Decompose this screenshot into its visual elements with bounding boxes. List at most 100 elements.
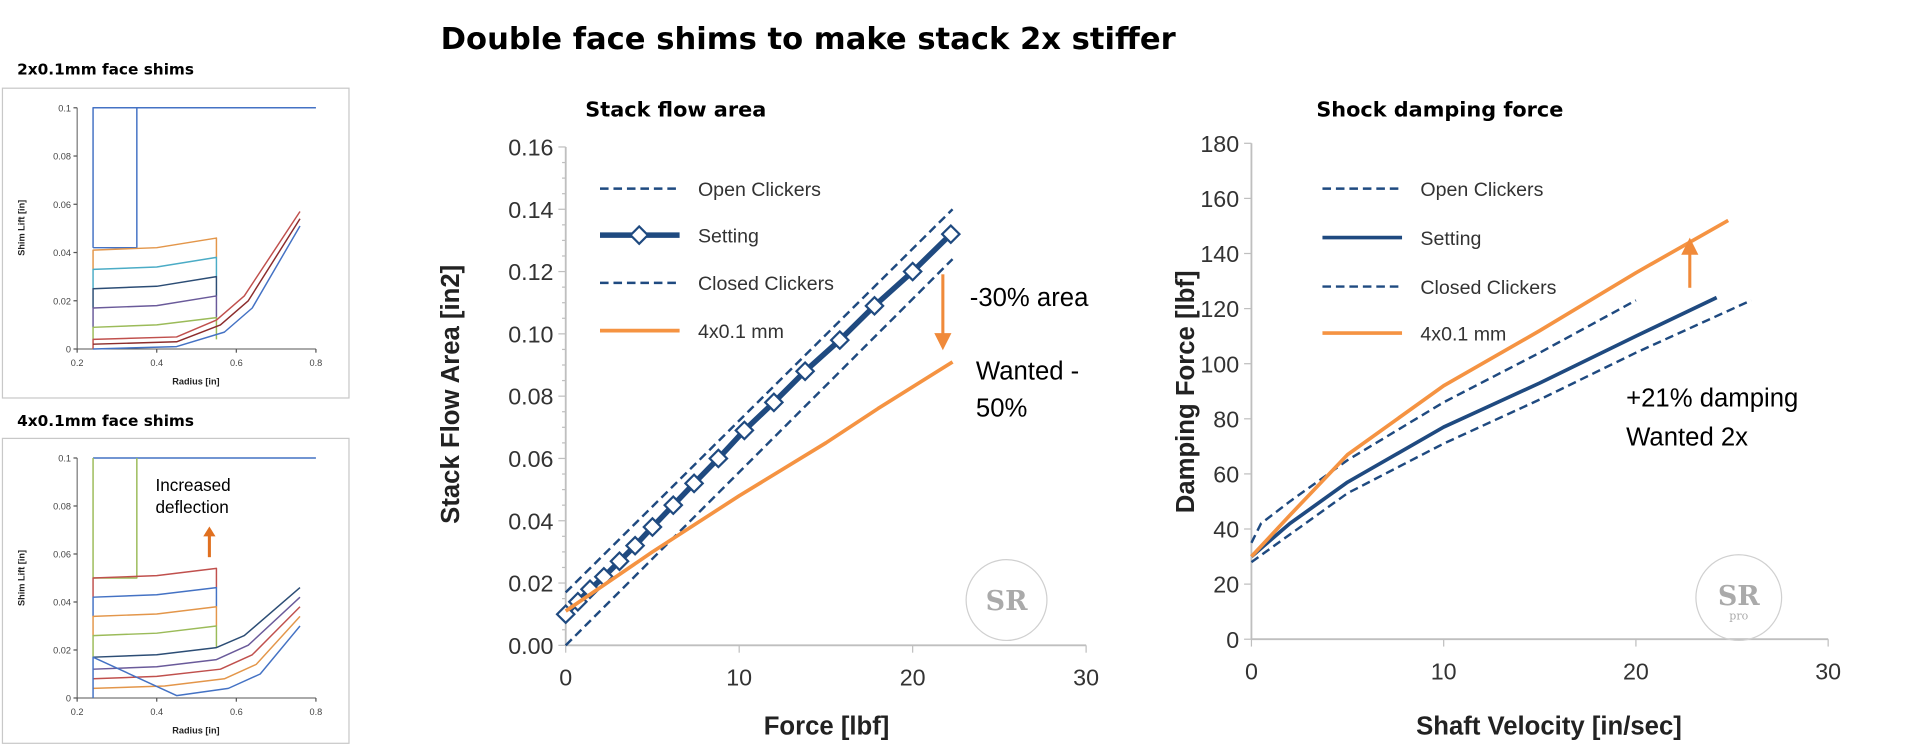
series-line: [92, 457, 138, 579]
y-tick-label: 0.08: [53, 502, 71, 512]
series-line-4x0-1-mm: [564, 360, 954, 613]
figure-title: Double face shims to make stack 2x stiff…: [441, 22, 1176, 57]
legend-label: Setting: [1420, 228, 1481, 250]
y-tick-label: 0.06: [53, 550, 71, 560]
chart-2-title: 4x0.1mm face shims: [17, 412, 194, 430]
data-point-marker: [940, 223, 962, 245]
svg-text:pro: pro: [1729, 610, 1748, 623]
series-line: [93, 596, 301, 670]
x-tick-label: 10: [726, 665, 752, 691]
y-tick-label: 0.08: [508, 384, 553, 410]
x-tick-label: 30: [1815, 659, 1841, 685]
x-tick-label: 0.4: [150, 707, 163, 717]
legend-label: 4x0.1 mm: [698, 321, 784, 343]
y-tick-label: 0.00: [508, 633, 553, 659]
y-tick-label: 0.06: [508, 446, 553, 472]
series-line: [92, 567, 218, 598]
annotation-wanted: Wanted -: [976, 358, 1079, 386]
annotation-plus-21: +21% damping: [1626, 385, 1798, 413]
series-line: [92, 256, 218, 289]
series-line: [92, 237, 218, 270]
series-line: [92, 107, 316, 248]
y-tick-label: 0.04: [53, 598, 71, 608]
watermark-logo: SR: [965, 559, 1048, 642]
series-line-closed-clickers: [564, 258, 954, 647]
legend-label: 4x0.1 mm: [1420, 323, 1506, 345]
y-tick-label: 0.04: [508, 508, 553, 534]
y-tick-label: 0: [66, 694, 71, 704]
chart-1-x-label: Radius [in]: [172, 377, 219, 387]
annotation-line: Increased: [156, 475, 231, 495]
svg-text:SR: SR: [986, 586, 1028, 617]
y-tick-label: 0: [1226, 627, 1239, 653]
legend-label: Setting: [698, 225, 759, 247]
legend-label: Closed Clickers: [698, 273, 834, 295]
x-tick-label: 0.8: [310, 358, 323, 368]
y-tick-label: 0.1: [58, 103, 71, 113]
series-line: [93, 615, 301, 690]
x-tick-label: 20: [900, 665, 926, 691]
y-tick-label: 0.12: [508, 259, 553, 285]
x-tick-label: 0: [559, 665, 572, 691]
data-point-marker: [763, 392, 785, 413]
deflection-annotation: deflection: [156, 497, 229, 517]
series-line: [92, 316, 218, 340]
data-point-marker: [829, 329, 851, 351]
data-point-marker: [624, 535, 646, 556]
chart-4-x-label: Shaft Velocity [in/sec]: [1416, 713, 1682, 741]
series-line: [93, 225, 301, 350]
chart-3-y-label: Stack Flow Area [in2]: [437, 265, 465, 524]
x-tick-label: 20: [1623, 659, 1649, 685]
y-tick-label: 0.02: [508, 571, 553, 597]
data-point-marker: [734, 420, 755, 441]
series-line: [92, 295, 218, 328]
y-tick-label: 40: [1213, 517, 1239, 543]
chart-2-frame: [1, 437, 350, 744]
annotation-minus-30: -30% area: [970, 284, 1089, 312]
series-line: [92, 625, 218, 658]
series-line-4x0-1-mm: [1250, 218, 1730, 558]
y-tick-label: 180: [1200, 131, 1239, 157]
chart-4-title: Shock damping force: [1316, 97, 1563, 121]
y-tick-label: 160: [1200, 186, 1239, 212]
data-point-marker: [708, 448, 729, 469]
y-tick-label: 20: [1213, 572, 1239, 598]
series-line: [92, 625, 301, 698]
decrease-arrow-head: [934, 333, 952, 351]
data-point-marker: [794, 361, 816, 382]
series-line-setting: [1250, 295, 1718, 558]
y-tick-label: 0.06: [53, 200, 71, 210]
chart-1-frame: [1, 87, 350, 399]
chart-3: 0.00 0.02 0.04 0.06 0.08 0.10 0.12 0.14 0.16 0 10 2…: [508, 135, 1099, 691]
x-tick-label: 10: [1431, 659, 1457, 685]
legend-label: Open Clickers: [1420, 179, 1543, 201]
y-tick-label: 0.10: [508, 321, 553, 347]
y-tick-label: 0: [66, 345, 71, 355]
data-point-marker: [902, 261, 923, 282]
y-tick-label: 0.16: [508, 135, 553, 161]
y-tick-label: 0.02: [53, 646, 71, 656]
series-line: [92, 211, 301, 350]
y-tick-label: 0.02: [53, 296, 71, 306]
y-tick-label: 120: [1200, 296, 1239, 322]
x-tick-label: 30: [1073, 665, 1099, 691]
y-tick-label: 0.14: [508, 197, 553, 223]
y-tick-label: 0.04: [53, 248, 71, 258]
y-tick-label: 0.1: [58, 454, 71, 464]
legend-marker: [628, 224, 650, 246]
y-tick-label: 100: [1200, 351, 1239, 377]
x-tick-label: 0.8: [310, 707, 323, 717]
data-point-marker: [683, 473, 705, 494]
series-line: [92, 275, 218, 309]
increase-arrow-head: [1681, 237, 1699, 255]
legend-label: Closed Clickers: [1420, 277, 1556, 299]
chart-4: 0 20 40 60 80 100 120 140 160 180 0 10 20 30 Open Clic…: [1200, 131, 1841, 685]
chart-1-title: 2x0.1mm face shims: [17, 61, 194, 79]
y-tick-label: 0.08: [53, 152, 71, 162]
annotation-wanted-2x: Wanted 2x: [1626, 424, 1748, 452]
deflection-arrow-head: [203, 526, 216, 537]
series-line: [93, 218, 301, 345]
chart-1: 0 0.02 0.04 0.06 0.08 0.1 0.2 0.4 0.6 0.8: [53, 103, 322, 368]
series-line: [93, 587, 301, 658]
